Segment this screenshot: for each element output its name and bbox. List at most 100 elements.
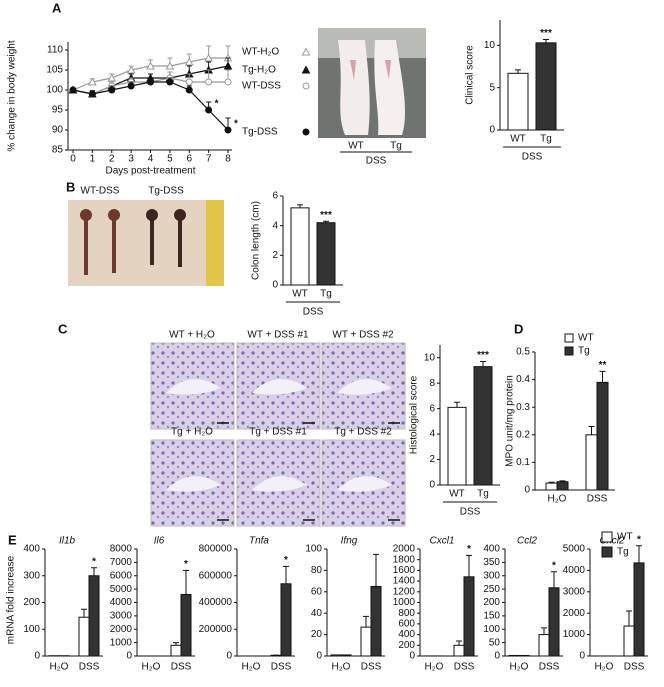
x-tick-label: DSS (454, 662, 475, 673)
error-bar (548, 481, 555, 484)
significance: ** (599, 360, 607, 371)
y-tick-label: 4000 (110, 597, 133, 608)
y-tick-label: 100 (46, 85, 63, 96)
marker (223, 61, 233, 70)
y-tick-label: 2000 (110, 624, 133, 635)
y-tick-label: 100 (483, 624, 500, 635)
x-tick-label: DSS (79, 662, 100, 673)
panel-title: Cxcl1 (429, 536, 454, 547)
marker (69, 86, 77, 94)
y-tick-label: 10 (424, 352, 436, 363)
significance: *** (477, 350, 489, 361)
y-tick-label: 110 (47, 45, 63, 56)
legend-swatch (601, 531, 613, 543)
bar (370, 585, 382, 657)
legend-label: WT (578, 333, 594, 344)
bar (88, 575, 100, 657)
x-tick-label: H₂O (510, 662, 529, 673)
y-tick-label: 2 (272, 250, 278, 261)
y-tick-label: 20 (311, 629, 323, 640)
marker (184, 57, 194, 66)
photo-label: WT-DSS (81, 186, 120, 197)
y-tick-label: 2000 (393, 544, 416, 555)
marker (224, 78, 232, 86)
legend-swatch (564, 346, 574, 356)
error-bar (454, 401, 460, 408)
y-tick-label: 0 (579, 651, 585, 662)
y-tick-label: 4 (429, 429, 435, 440)
error-bar (541, 627, 547, 635)
photo-colons (68, 200, 224, 286)
y-tick-label: 80 (311, 565, 323, 576)
photo-mice (318, 28, 426, 138)
x-tick-label: 7 (206, 154, 212, 165)
legend-marker (301, 47, 311, 56)
error-bar (551, 571, 557, 588)
bar (548, 587, 560, 657)
y-tick-label: 4000 (563, 565, 586, 576)
legend-swatch (564, 333, 574, 343)
x-tick-label: H₂O (242, 662, 261, 673)
y-tick-label: 800000 (199, 544, 233, 555)
y-tick-label: 1800 (393, 554, 416, 565)
y-axis-label: MPO unit/mg protein (505, 375, 516, 467)
bar (330, 654, 342, 657)
error-bar (588, 426, 595, 435)
y-tick-label: 300 (23, 570, 40, 581)
x-tick-label: DSS (587, 494, 608, 505)
y-tick-label: 0 (429, 480, 435, 491)
y-tick-label: 100 (305, 544, 322, 555)
y-tick-label: 0 (34, 651, 40, 662)
tissue-lumen (166, 476, 221, 492)
y-tick-label: 350 (483, 557, 500, 568)
tissue-lumen (337, 379, 392, 395)
y-tick-label: 250 (483, 584, 500, 595)
marker (166, 78, 174, 86)
y-tick-label: 0.1 (516, 457, 530, 468)
x-tick-label: Tg (540, 134, 552, 145)
y-tick-label: 0.4 (516, 374, 530, 385)
y-tick-label: 0 (409, 651, 415, 662)
x-tick-label: H₂O (332, 662, 351, 673)
histology-label: Tg + H₂O (171, 427, 213, 438)
marker (107, 73, 117, 82)
x-tick-label: 1 (90, 154, 96, 165)
series-line (72, 81, 229, 131)
panel-title: Ccl2 (517, 536, 537, 547)
significance: * (467, 544, 471, 555)
x-tick-label: H₂O (595, 662, 614, 673)
tissue-lumen (166, 379, 221, 395)
y-tick-label: 2000 (563, 608, 586, 619)
panel-label: B (66, 179, 75, 194)
y-tick-label: 0 (272, 280, 278, 291)
photo-group: DSS (366, 156, 387, 167)
histology-label: WT + H₂O (169, 330, 215, 341)
legend-label: WT (617, 532, 633, 543)
panel-title: Ifng (341, 536, 358, 547)
panel-label: C (58, 321, 68, 336)
error-bar (480, 361, 486, 367)
y-tick-label: 6 (429, 403, 435, 414)
error-bar (373, 553, 379, 587)
y-tick-label: 1000 (563, 629, 586, 640)
tissue-lumen (337, 476, 392, 492)
y-tick-label: 40 (311, 608, 323, 619)
error-bar (283, 565, 289, 584)
x-tick-label: Tg (320, 289, 332, 300)
error-bar (456, 640, 462, 646)
y-tick-label: 0.3 (516, 402, 530, 413)
histology-label: Tg + DSS #1 (249, 427, 307, 438)
photo-label: WT (348, 141, 364, 152)
legend-label: Tg (578, 346, 590, 357)
x-tick-label: 4 (148, 154, 154, 165)
y-axis-label: Clinical score (465, 45, 476, 105)
bar (170, 644, 182, 657)
y-tick-label: 400 (23, 544, 40, 555)
y-tick-label: 10 (484, 40, 496, 51)
marker (205, 78, 213, 86)
group-label: DSS (460, 507, 481, 518)
error-bar (599, 370, 606, 383)
y-tick-label: 6 (272, 191, 278, 202)
group-label: DSS (303, 307, 324, 318)
x-axis-label: Days post-treatment (105, 166, 195, 177)
